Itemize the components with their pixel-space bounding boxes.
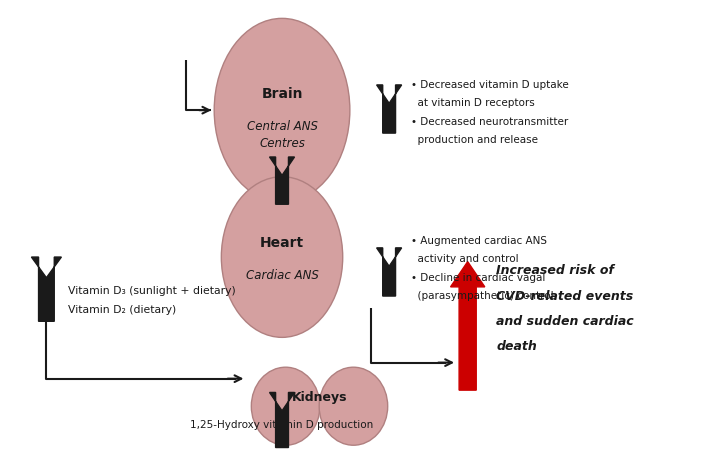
Text: • Decreased vitamin D uptake: • Decreased vitamin D uptake <box>411 80 568 90</box>
Polygon shape <box>377 248 401 296</box>
Text: at vitamin D receptors: at vitamin D receptors <box>411 98 534 108</box>
Text: Heart: Heart <box>260 236 304 250</box>
Polygon shape <box>270 157 295 204</box>
Polygon shape <box>377 85 401 133</box>
Polygon shape <box>31 257 61 321</box>
Text: Cardiac ANS: Cardiac ANS <box>246 269 318 282</box>
Text: death: death <box>496 340 537 353</box>
Polygon shape <box>451 262 485 390</box>
Text: Brain: Brain <box>261 87 303 101</box>
Text: CVD-related events: CVD-related events <box>496 290 633 302</box>
Text: activity and control: activity and control <box>411 254 518 264</box>
Text: • Decline in cardiac vagal: • Decline in cardiac vagal <box>411 273 545 283</box>
Text: Kidneys: Kidneys <box>292 391 348 403</box>
Text: • Decreased neurotransmitter: • Decreased neurotransmitter <box>411 117 568 127</box>
Text: Increased risk of: Increased risk of <box>496 264 614 277</box>
Ellipse shape <box>319 367 388 445</box>
Ellipse shape <box>251 367 320 445</box>
Text: • Augmented cardiac ANS: • Augmented cardiac ANS <box>411 236 546 246</box>
Text: and sudden cardiac: and sudden cardiac <box>496 315 634 328</box>
Ellipse shape <box>221 177 343 337</box>
Text: 1,25-Hydroxy vitamin D production: 1,25-Hydroxy vitamin D production <box>191 420 373 430</box>
Text: (parasympathetic) control: (parasympathetic) control <box>411 291 553 301</box>
Text: Central ANS
Centres: Central ANS Centres <box>246 120 318 151</box>
Polygon shape <box>270 392 295 448</box>
Text: Vitamin D₂ (dietary): Vitamin D₂ (dietary) <box>68 305 176 315</box>
Text: Vitamin D₃ (sunlight + dietary): Vitamin D₃ (sunlight + dietary) <box>68 286 236 297</box>
Ellipse shape <box>214 18 350 202</box>
Text: production and release: production and release <box>411 135 538 145</box>
